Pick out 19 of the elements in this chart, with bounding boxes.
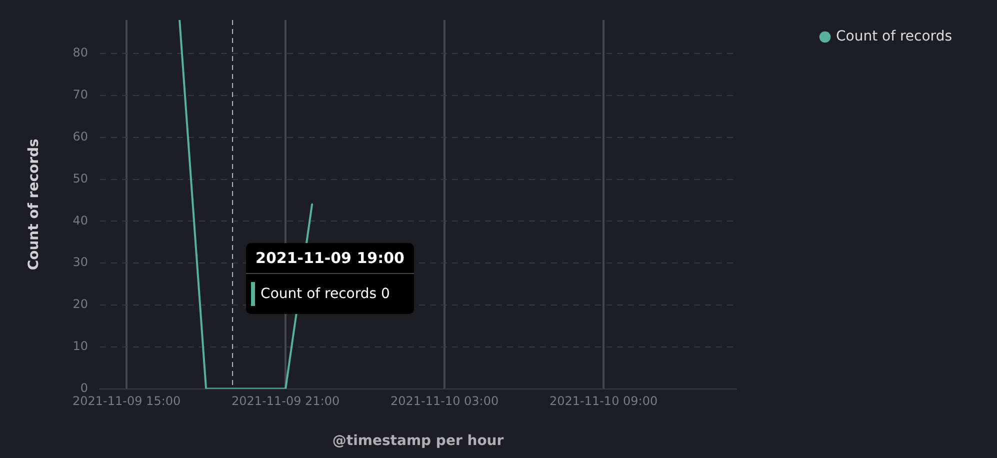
y-tick-label: 30 xyxy=(72,255,88,270)
legend-label: Count of records xyxy=(836,28,952,45)
annotation: Count of records 0 xyxy=(260,286,390,302)
tooltip: 2021-11-09 19:00 Count of records 0 xyxy=(246,243,414,314)
y-tick-label: 20 xyxy=(72,297,88,312)
x-tick-label: 2021-11-10 09:00 xyxy=(549,394,658,408)
x-tick-label: 2021-11-09 15:00 xyxy=(72,394,181,408)
annotation: 2021-11-09 19:00 xyxy=(256,249,404,267)
y-tick-label: 0 xyxy=(80,380,88,395)
y-axis-title: Count of records xyxy=(26,138,42,270)
y-tick-label: 10 xyxy=(72,339,88,354)
y-tick-label: 70 xyxy=(72,88,88,102)
y-tick-label: 50 xyxy=(72,171,88,186)
x-tick-label: 2021-11-10 03:00 xyxy=(390,394,499,408)
x-axis-title: @timestamp per hour xyxy=(332,433,504,450)
y-tick-label: 60 xyxy=(72,129,88,144)
y-tick-label: 40 xyxy=(72,213,88,228)
x-tick-label: 2021-11-09 21:00 xyxy=(231,394,340,408)
y-tick-label: 80 xyxy=(72,46,88,60)
